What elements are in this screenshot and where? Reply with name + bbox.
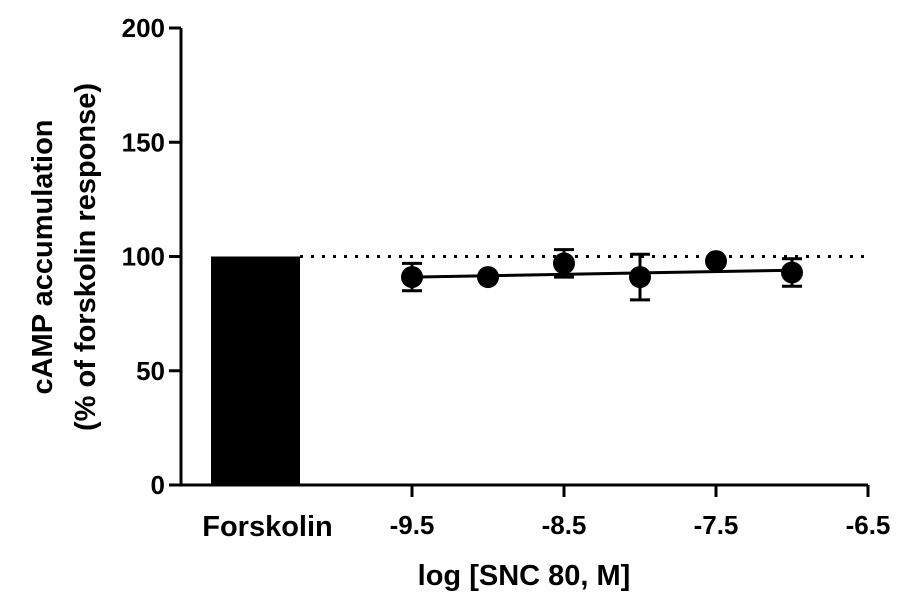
forskolin-tick-label: Forskolin <box>202 511 333 543</box>
y-tick-label: 50 <box>136 356 165 386</box>
y-tick-label: 200 <box>122 13 165 43</box>
y-axis-title: cAMP accumulation (% of forskolin respon… <box>27 83 102 431</box>
fit-curve <box>411 268 793 279</box>
data-point <box>477 266 499 289</box>
x-tick-label: -7.5 <box>694 510 739 540</box>
x-tick-label: -9.5 <box>390 510 435 540</box>
data-points <box>401 248 803 302</box>
data-point <box>629 266 651 289</box>
y-tick-label: 100 <box>122 242 165 272</box>
y-ticks: 0 50 100 150 200 <box>122 13 181 500</box>
x-tick-label: -6.5 <box>846 510 891 540</box>
y-axis-title-line1: cAMP accumulation <box>27 119 59 394</box>
data-point <box>781 261 803 284</box>
data-point <box>553 252 575 275</box>
y-tick-label: 150 <box>122 127 165 157</box>
y-tick-label: 0 <box>151 470 165 500</box>
x-axis-title: log [SNC 80, M] <box>418 560 631 592</box>
y-axis-title-line2: (% of forskolin response) <box>70 83 102 431</box>
x-ticks: -9.5 -8.5 -7.5 -6.5 <box>390 485 891 540</box>
data-point <box>401 266 423 289</box>
data-point <box>705 250 727 273</box>
forskolin-bar <box>211 256 300 485</box>
x-tick-label: -8.5 <box>542 510 587 540</box>
